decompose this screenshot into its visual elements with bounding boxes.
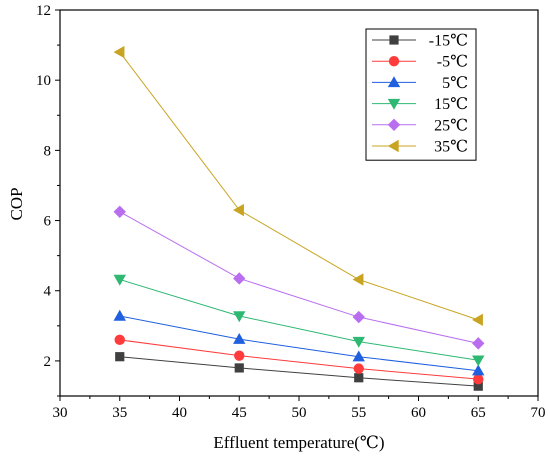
data-point bbox=[234, 363, 244, 373]
x-tick-label: 60 bbox=[411, 405, 426, 421]
legend-item: -15℃ bbox=[372, 33, 468, 50]
legend-label: -5℃ bbox=[437, 54, 468, 71]
series-0 bbox=[115, 352, 483, 391]
data-point bbox=[472, 337, 485, 350]
data-point bbox=[472, 355, 485, 367]
data-point bbox=[352, 273, 364, 286]
y-tick-label: 12 bbox=[36, 3, 51, 19]
series-line bbox=[119, 356, 479, 387]
x-tick-label: 30 bbox=[53, 405, 68, 421]
data-point bbox=[472, 364, 485, 376]
data-point bbox=[352, 350, 365, 362]
data-point bbox=[472, 313, 483, 327]
legend: -15℃ -5℃ 5℃ 15℃ 25℃ 35℃ bbox=[365, 28, 477, 161]
legend-marker bbox=[387, 98, 401, 110]
data-point bbox=[113, 309, 126, 321]
data-point bbox=[354, 373, 364, 383]
x-tick-label: 55 bbox=[351, 405, 366, 421]
data-point bbox=[114, 334, 125, 346]
legend-item: 5℃ bbox=[372, 75, 468, 92]
x-tick-label: 65 bbox=[471, 405, 486, 421]
data-point bbox=[473, 373, 484, 385]
series-1 bbox=[114, 334, 484, 385]
legend-marker bbox=[387, 76, 401, 88]
data-point bbox=[352, 336, 365, 348]
legend-item: -5℃ bbox=[372, 54, 468, 71]
data-point bbox=[233, 272, 246, 285]
series-line bbox=[119, 339, 479, 380]
x-tick-label: 50 bbox=[292, 405, 307, 421]
legend-label: 35℃ bbox=[434, 139, 468, 156]
legend-marker bbox=[388, 56, 400, 67]
data-point bbox=[353, 363, 364, 374]
series-4 bbox=[113, 205, 485, 350]
legend-label: 15℃ bbox=[434, 96, 468, 113]
data-point bbox=[233, 203, 244, 217]
legend-label: 5℃ bbox=[442, 75, 468, 92]
series-line bbox=[119, 51, 479, 321]
legend-item: 15℃ bbox=[372, 96, 468, 113]
y-tick-label: 2 bbox=[44, 354, 52, 370]
series-3 bbox=[113, 274, 485, 367]
data-point bbox=[473, 381, 483, 391]
series-line bbox=[119, 279, 479, 361]
y-tick-label: 10 bbox=[36, 73, 51, 89]
legend-box bbox=[365, 28, 477, 161]
data-point bbox=[113, 205, 126, 218]
x-tick-label: 35 bbox=[112, 405, 127, 421]
series-5 bbox=[113, 45, 483, 327]
legend-label: -15℃ bbox=[429, 33, 468, 50]
series-2 bbox=[113, 309, 485, 376]
x-tick-label: 40 bbox=[172, 405, 187, 421]
data-point bbox=[113, 274, 126, 286]
legend-item: 25℃ bbox=[372, 117, 468, 134]
y-axis: 2 4 6 8 10 12 bbox=[36, 3, 60, 397]
x-axis-title: Effluent temperature(℃) bbox=[213, 433, 384, 452]
y-tick-label: 4 bbox=[44, 284, 52, 300]
y-tick-label: 6 bbox=[44, 214, 52, 230]
data-point bbox=[352, 310, 365, 324]
data-point bbox=[113, 45, 125, 59]
y-axis-title: COP bbox=[7, 187, 26, 220]
x-tick-label: 45 bbox=[232, 405, 247, 421]
data-point bbox=[233, 311, 246, 323]
series-line bbox=[119, 211, 479, 344]
x-tick-label: 70 bbox=[531, 405, 546, 421]
series-line bbox=[119, 315, 479, 372]
data-point bbox=[115, 352, 125, 362]
legend-item: 35℃ bbox=[372, 139, 468, 156]
legend-label: 25℃ bbox=[434, 117, 468, 134]
x-axis: 30 35 40 45 50 55 60 65 70 bbox=[53, 396, 546, 421]
y-tick-label: 8 bbox=[44, 143, 52, 159]
legend-marker bbox=[387, 118, 401, 131]
legend-marker bbox=[389, 35, 399, 45]
legend-marker bbox=[387, 139, 399, 153]
data-point bbox=[234, 350, 245, 361]
data-point bbox=[233, 332, 246, 344]
series-layer bbox=[113, 45, 485, 391]
